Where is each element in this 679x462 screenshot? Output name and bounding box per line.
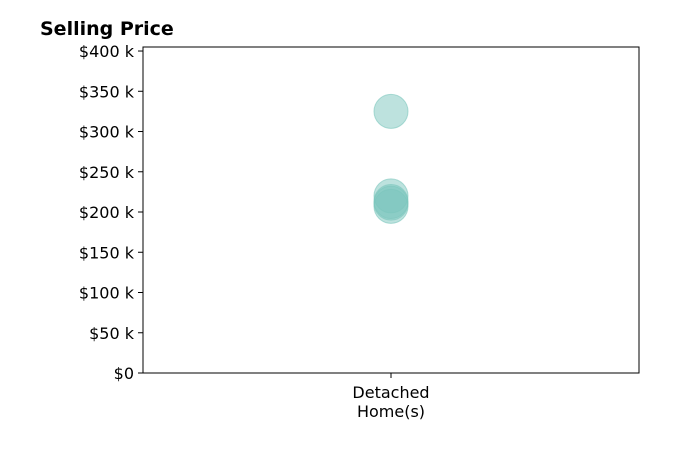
chart-title: Selling Price: [40, 18, 174, 40]
y-tick-label: $200 k: [79, 203, 135, 222]
y-tick-label: $400 k: [79, 42, 135, 61]
data-point: [373, 185, 409, 221]
y-tick-label: $0: [114, 364, 134, 383]
y-tick-label: $50 k: [89, 324, 135, 343]
y-tick-label: $250 k: [79, 163, 135, 182]
y-tick-label: $300 k: [79, 123, 135, 142]
x-tick-label: Home(s): [357, 402, 425, 421]
data-points: [373, 93, 409, 224]
y-tick-label: $150 k: [79, 243, 135, 262]
y-axis: $0 $50 k $100 k $150 k $200 k $250 k $300 k $35…: [79, 42, 143, 383]
data-point: [373, 93, 409, 129]
x-tick-label: Detached: [352, 383, 429, 402]
y-tick-label: $350 k: [79, 82, 135, 101]
y-tick-label: $100 k: [79, 284, 135, 303]
